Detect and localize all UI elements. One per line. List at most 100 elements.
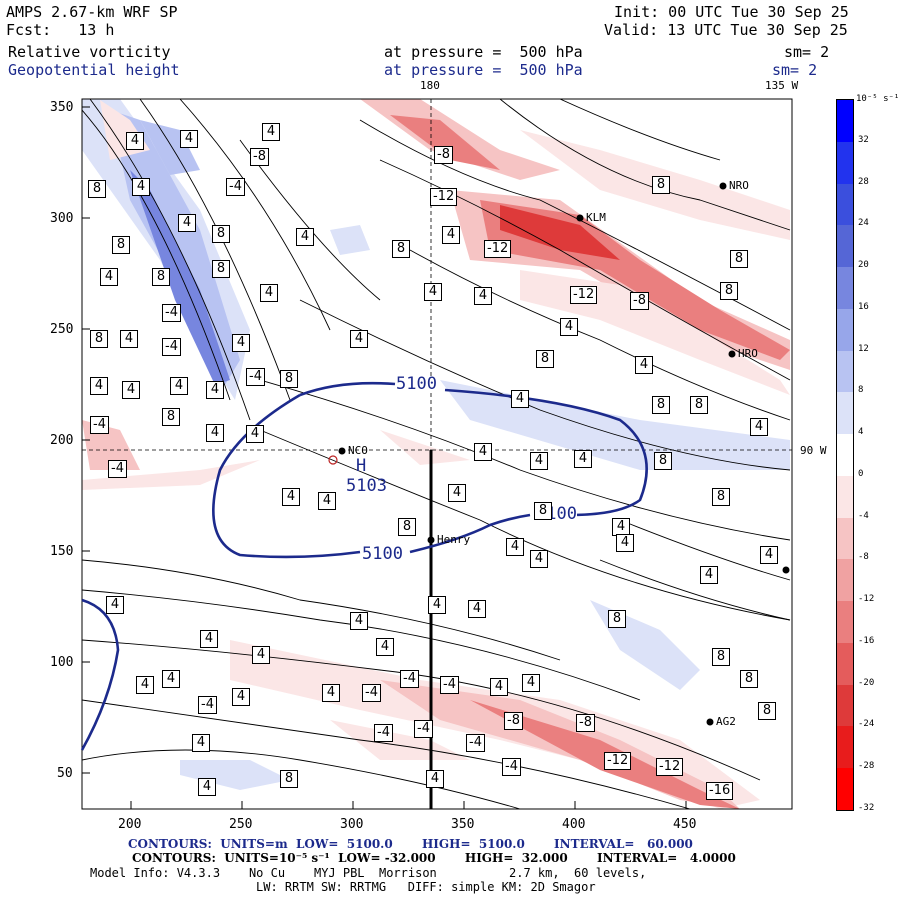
vorticity-contour-label: 8	[280, 370, 298, 388]
vorticity-contour-label: 4	[296, 228, 314, 246]
vorticity-contour-label: 4	[530, 550, 548, 568]
station-label-klm: KLM	[586, 211, 606, 224]
y-tick: 50	[57, 766, 73, 781]
vorticity-contour-label: 4	[616, 534, 634, 552]
vorticity-contour-label: 4	[282, 488, 300, 506]
footer-height-contours: CONTOURS: UNITS=m LOW= 5100.0 HIGH= 5100…	[128, 837, 693, 851]
vorticity-contour-label: -4	[226, 178, 245, 196]
vorticity-contour-label: 8	[720, 282, 738, 300]
colorbar-swatch	[837, 183, 853, 226]
colorbar-level-label: -24	[858, 719, 875, 730]
vorticity-contour-label: 8	[398, 518, 416, 536]
colorbar-swatch	[837, 434, 853, 477]
station-label-nco: NCO	[348, 444, 368, 457]
vorticity-contour-label: -4	[502, 758, 521, 776]
colorbar-level-label: -8	[858, 552, 869, 563]
vorticity-contour-label: -8	[576, 714, 595, 732]
vorticity-contour-label: 8	[280, 770, 298, 788]
field1-name: Relative vorticity	[8, 43, 171, 61]
colorbar-swatch	[837, 100, 853, 143]
vorticity-contour-label: 8	[740, 670, 758, 688]
vorticity-field	[82, 99, 792, 809]
vorticity-contour-label: 8	[212, 225, 230, 243]
vorticity-contour-label: 4	[350, 612, 368, 630]
vorticity-contour-label: 8	[112, 236, 130, 254]
field2-smoothing: sm= 2	[772, 61, 818, 79]
vorticity-contour-label: 4	[574, 450, 592, 468]
vorticity-contour-label: 4	[506, 538, 524, 556]
vorticity-contour-label: -8	[434, 146, 453, 164]
station-label-hro: HRO	[738, 347, 758, 360]
valid-time: Valid: 13 UTC Tue 30 Sep 25	[604, 21, 848, 39]
model-title: AMPS 2.67-km WRF SP	[6, 3, 178, 21]
vorticity-contour-label: 4	[126, 132, 144, 150]
vorticity-contour-label: 4	[260, 284, 278, 302]
vorticity-contour-label: 8	[152, 268, 170, 286]
colorbar-swatch	[837, 392, 853, 435]
colorbar-level-label: -16	[858, 635, 875, 646]
vorticity-contour-label: -4	[466, 734, 485, 752]
vorticity-contour-label: -12	[656, 758, 684, 776]
vorticity-contour-label: -4	[400, 670, 419, 688]
vorticity-contour-label: 8	[652, 396, 670, 414]
vorticity-contour-label: 4	[232, 334, 250, 352]
footer-physics-info: LW: RRTM SW: RRTMG DIFF: simple KM: 2D S…	[256, 880, 596, 894]
x-tick: 350	[451, 817, 475, 832]
high-pressure-marker: H	[356, 456, 367, 476]
colorbar-level-label: 12	[858, 343, 869, 354]
vorticity-contour-label: 4	[252, 646, 270, 664]
vorticity-contour-label: 4	[530, 452, 548, 470]
colorbar-swatch	[837, 141, 853, 184]
colorbar-swatch	[837, 642, 853, 686]
vorticity-contour-label: 8	[712, 488, 730, 506]
colorbar-units: 10⁻⁵ s⁻¹	[856, 94, 900, 104]
colorbar-swatch	[837, 267, 853, 310]
meridian-180-label: 180	[420, 79, 440, 92]
y-tick: 350	[50, 100, 74, 115]
vorticity-contour-label: 4	[170, 377, 188, 395]
vorticity-contour-label: -8	[504, 712, 523, 730]
y-tick: 150	[50, 544, 74, 559]
colorbar-level-label: 20	[858, 260, 869, 271]
colorbar-swatch	[837, 475, 853, 519]
vorticity-contour-label: 8	[654, 452, 672, 470]
colorbar-swatch	[837, 726, 853, 769]
vorticity-contour-label: 4	[198, 778, 216, 796]
forecast-hour: Fcst: 13 h	[6, 21, 115, 39]
colorbar-level-label: 4	[858, 427, 864, 438]
colorbar-swatch	[837, 559, 853, 602]
vorticity-contour-label: 8	[536, 350, 554, 368]
vorticity-contour-label: 4	[106, 596, 124, 614]
vorticity-contour-label: 4	[511, 390, 529, 408]
vorticity-contour-label: 4	[120, 330, 138, 348]
x-tick: 300	[340, 817, 364, 832]
vorticity-contour-label: 4	[750, 418, 768, 436]
vorticity-contour-label: 8	[730, 250, 748, 268]
colorbar-level-label: 8	[858, 385, 864, 396]
vorticity-contour-label: -4	[162, 338, 181, 356]
vorticity-contour-label: -16	[706, 782, 734, 800]
height-contour-label: 5100	[362, 544, 403, 564]
vorticity-contour-label: 4	[90, 377, 108, 395]
footer-vorticity-contours: CONTOURS: UNITS=10⁻⁵ s⁻¹ LOW= -32.000 HI…	[132, 851, 736, 865]
vorticity-contour-label: 8	[652, 176, 670, 194]
footer-model-info: Model Info: V4.3.3 No Cu MYJ PBL Morriso…	[90, 866, 647, 880]
vorticity-contour-label: 8	[392, 240, 410, 258]
colorbar-level-label: -28	[858, 761, 875, 772]
parallel-90w-label: 90 W	[800, 444, 827, 457]
vorticity-contour-label: 4	[376, 638, 394, 656]
init-time: Init: 00 UTC Tue 30 Sep 25	[614, 3, 849, 21]
vorticity-contour-label: 4	[760, 546, 778, 564]
vorticity-contour-label: 8	[712, 648, 730, 666]
vorticity-contour-label: 4	[490, 678, 508, 696]
colorbar-level-label: 32	[858, 134, 869, 145]
vorticity-contour-label: 4	[206, 381, 224, 399]
vorticity-contour-label: 4	[132, 178, 150, 196]
station-markers	[338, 182, 790, 726]
field2-name: Geopotential height	[8, 61, 180, 79]
colorbar-level-label: -20	[858, 677, 875, 688]
colorbar-level-label: 16	[858, 301, 869, 312]
colorbar-swatch	[837, 517, 853, 560]
colorbar-level-label: 24	[858, 218, 869, 229]
